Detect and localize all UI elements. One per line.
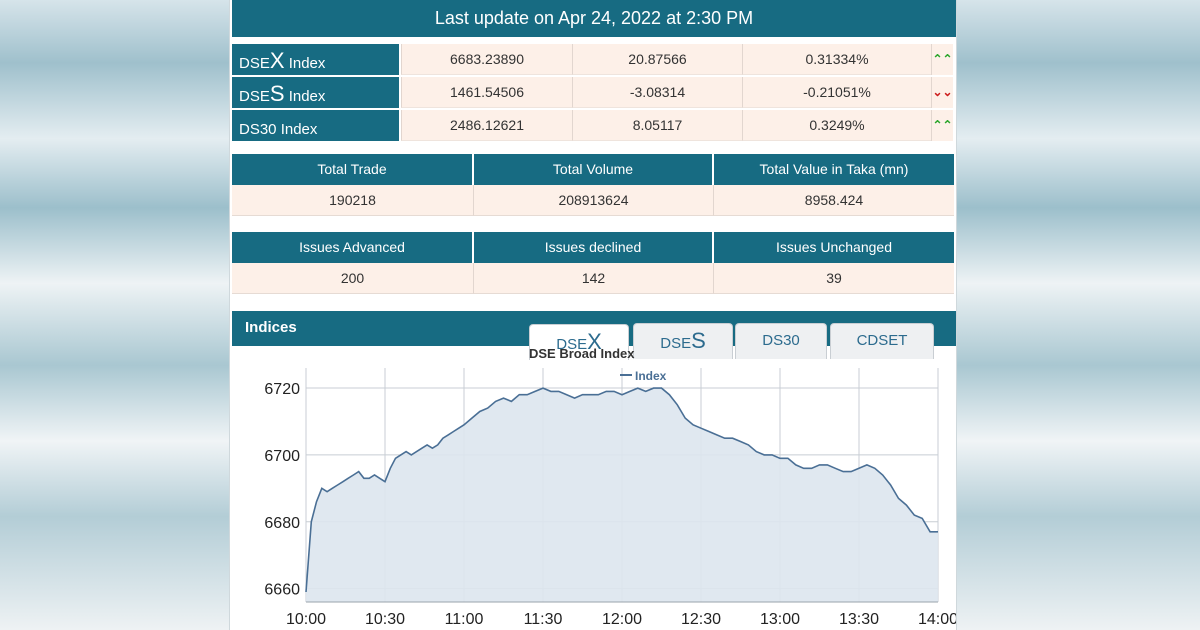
index-change: -3.08314 [572, 77, 742, 108]
x-tick-label: 12:30 [681, 611, 721, 628]
index-change: 20.87566 [572, 44, 742, 75]
x-tick-label: 13:00 [760, 611, 800, 628]
trend-down-icon: ⌄⌄ [931, 77, 953, 108]
tab-ds30[interactable]: DS30 [735, 323, 827, 359]
y-tick-label: 6660 [264, 582, 300, 599]
index-chart: 10:00 10:30 11:00 11:30 12:00 12:30 13:00 13:30… [230, 346, 958, 630]
x-tick-label: 13:30 [839, 611, 879, 628]
table-cell: 200 [232, 263, 474, 294]
table-header: Issues Unchanged [714, 232, 954, 263]
series-area-fill [306, 388, 938, 602]
index-percent: 0.31334% [742, 44, 931, 75]
index-name[interactable]: DSEX Index [232, 44, 399, 75]
index-value: 1461.54506 [401, 77, 572, 108]
index-value: 2486.12621 [401, 110, 572, 141]
x-tick-label: 10:30 [365, 611, 405, 628]
x-tick-label: 14:00 [918, 611, 956, 628]
x-tick-label: 10:00 [286, 611, 326, 628]
index-name[interactable]: DSES Index [232, 77, 399, 108]
legend-label: Index [635, 369, 667, 383]
table-cell: 39 [714, 263, 954, 294]
index-change: 8.05117 [572, 110, 742, 141]
index-chart-svg: 10:00 10:30 11:00 11:30 12:00 12:30 13:00 13:30… [264, 346, 958, 628]
table-cell: 8958.424 [714, 185, 954, 216]
x-tick-label: 11:30 [524, 611, 563, 628]
y-tick-label: 6680 [264, 515, 300, 532]
market-summary-panel: Last update on Apr 24, 2022 at 2:30 PM D… [229, 0, 958, 630]
indices-title: Indices [245, 319, 297, 336]
table-header: Total Trade [232, 154, 474, 185]
x-tick-label: 11:00 [445, 611, 484, 628]
index-value: 6683.23890 [401, 44, 572, 75]
last-update-banner: Last update on Apr 24, 2022 at 2:30 PM [232, 0, 956, 37]
x-tick-label: 12:00 [602, 611, 642, 628]
table-header: Issues declined [474, 232, 714, 263]
table-header: Issues Advanced [232, 232, 474, 263]
tab-dses[interactable]: DSES [633, 323, 733, 359]
issues-summary-table: Issues Advanced Issues declined Issues U… [232, 232, 954, 296]
table-header: Total Value in Taka (mn) [714, 154, 954, 185]
trade-summary-table: Total Trade Total Volume Total Value in … [232, 154, 954, 218]
series-line-index [305, 387, 938, 593]
index-percent: 0.3249% [742, 110, 931, 141]
table-cell: 208913624 [474, 185, 714, 216]
table-header: Total Volume [474, 154, 714, 185]
tab-dsex[interactable]: DSEX [529, 324, 629, 360]
index-percent: -0.21051% [742, 77, 931, 108]
y-tick-label: 6700 [264, 448, 300, 465]
y-tick-label: 6720 [264, 381, 300, 398]
table-cell: 190218 [232, 185, 474, 216]
index-row-ds30: DS30 Index 2486.12621 8.05117 0.3249% ⌃⌃ [232, 110, 954, 141]
chart-title: DSE Broad Index [529, 346, 635, 361]
trend-up-icon: ⌃⌃ [931, 110, 953, 141]
table-cell: 142 [474, 263, 714, 294]
tab-cdset[interactable]: CDSET [830, 323, 934, 359]
trend-up-icon: ⌃⌃ [931, 44, 953, 75]
index-row-dses: DSES Index 1461.54506 -3.08314 -0.21051%… [232, 77, 954, 108]
index-name[interactable]: DS30 Index [232, 110, 399, 141]
index-row-dsex: DSEX Index 6683.23890 20.87566 0.31334% … [232, 44, 954, 75]
